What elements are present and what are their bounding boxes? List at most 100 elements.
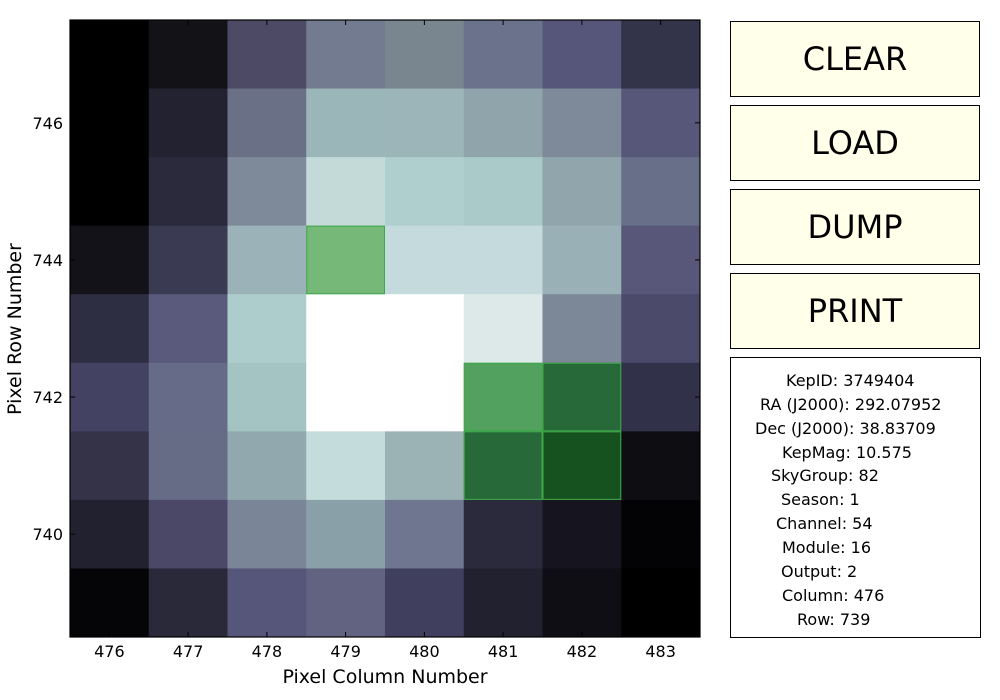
heatmap-pixel-483-746[interactable] [621, 88, 701, 158]
heatmap-pixel-483-741[interactable] [621, 431, 701, 501]
heatmap-pixel-479-742[interactable] [306, 362, 386, 432]
heatmap-pixel-476-744[interactable] [70, 225, 150, 295]
heatmap-pixel-480-739[interactable] [385, 568, 465, 638]
heatmap-pixel-478-747[interactable] [227, 20, 307, 89]
heatmap-pixel-476-740[interactable] [70, 499, 150, 569]
mask-outline-481-742 [463, 362, 543, 432]
heatmap-pixel-476-746[interactable] [70, 88, 150, 158]
heatmap-cells [70, 20, 701, 638]
heatmap-pixel-479-741[interactable] [306, 431, 386, 501]
heatmap-pixel-481-741[interactable] [463, 431, 543, 501]
heatmap-pixel-476-742[interactable] [70, 362, 150, 432]
heatmap-pixel-481-744[interactable] [463, 225, 543, 295]
heatmap-pixel-482-745[interactable] [542, 157, 622, 227]
heatmap-pixel-482-747[interactable] [542, 20, 622, 89]
heatmap-pixel-481-743[interactable] [463, 294, 543, 364]
x-tick-label: 481 [488, 642, 519, 661]
heatmap-pixel-476-741[interactable] [70, 431, 150, 501]
heatmap-pixel-477-744[interactable] [148, 225, 228, 295]
heatmap-pixel-479-739[interactable] [306, 568, 386, 638]
x-tick-label: 480 [409, 642, 440, 661]
dec-text: Dec (J2000): 38.83709 [755, 419, 936, 438]
ra-text: RA (J2000): 292.07952 [760, 395, 942, 414]
y-tick-label: 744 [32, 251, 63, 270]
heatmap-pixel-482-740[interactable] [542, 499, 622, 569]
heatmap-pixel-478-745[interactable] [227, 157, 307, 227]
heatmap-pixel-478-742[interactable] [227, 362, 307, 432]
heatmap-pixel-476-747[interactable] [70, 20, 150, 89]
mask-outline-481-741 [463, 431, 543, 500]
heatmap-pixel-481-745[interactable] [463, 157, 543, 227]
heatmap-pixel-479-743[interactable] [306, 294, 386, 364]
heatmap-pixel-480-744[interactable] [385, 225, 465, 295]
heatmap-pixel-480-740[interactable] [385, 499, 465, 569]
heatmap-pixel-476-739[interactable] [70, 568, 150, 638]
heatmap-pixel-481-742[interactable] [463, 362, 543, 432]
heatmap-pixel-481-739[interactable] [463, 568, 543, 638]
output-text: Output: 2 [781, 562, 858, 581]
target-info-panel: KepID: 3749404 RA (J2000): 292.07952 Dec… [730, 357, 981, 638]
heatmap-pixel-482-746[interactable] [542, 88, 622, 158]
heatmap-pixel-478-744[interactable] [227, 225, 307, 295]
kepid-text: KepID: 3749404 [786, 371, 915, 390]
heatmap-pixel-480-747[interactable] [385, 20, 465, 89]
skygroup-text: SkyGroup: 82 [771, 466, 879, 485]
heatmap-pixel-479-744[interactable] [306, 225, 386, 295]
heatmap-pixel-476-743[interactable] [70, 294, 150, 364]
heatmap-pixel-480-743[interactable] [385, 294, 465, 364]
heatmap-pixel-481-747[interactable] [463, 20, 543, 89]
heatmap-pixel-477-742[interactable] [148, 362, 228, 432]
axis-ticks: 476 477 478 479 480 481 482 483 740 742 744 746 [32, 20, 700, 661]
heatmap-pixel-477-747[interactable] [148, 20, 228, 89]
pixel-heatmap-chart[interactable]: 476 477 478 479 480 481 482 483 740 742 744 746 Pix… [0, 0, 720, 700]
heatmap-pixel-479-740[interactable] [306, 499, 386, 569]
heatmap-pixel-483-739[interactable] [621, 568, 701, 638]
heatmap-pixel-483-745[interactable] [621, 157, 701, 227]
heatmap-pixel-482-739[interactable] [542, 568, 622, 638]
heatmap-pixel-479-745[interactable] [306, 157, 386, 227]
heatmap-pixel-478-739[interactable] [227, 568, 307, 638]
y-tick-label: 742 [32, 388, 63, 407]
heatmap-pixel-483-747[interactable] [621, 20, 701, 89]
x-tick-label: 476 [94, 642, 125, 661]
module-text: Module: 16 [782, 538, 872, 557]
clear-button[interactable]: CLEAR [730, 21, 980, 97]
row-text: Row: 739 [797, 610, 871, 629]
heatmap-pixel-478-746[interactable] [227, 88, 307, 158]
heatmap-pixel-478-743[interactable] [227, 294, 307, 364]
heatmap-pixel-483-743[interactable] [621, 294, 701, 364]
heatmap-pixel-476-745[interactable] [70, 157, 150, 227]
heatmap-pixel-482-744[interactable] [542, 225, 622, 295]
heatmap-pixel-479-747[interactable] [306, 20, 386, 89]
heatmap-pixel-477-741[interactable] [148, 431, 228, 501]
load-button[interactable]: LOAD [730, 105, 980, 181]
heatmap-pixel-477-746[interactable] [148, 88, 228, 158]
heatmap-pixel-482-743[interactable] [542, 294, 622, 364]
y-tick-label: 740 [32, 525, 63, 544]
dump-button[interactable]: DUMP [730, 189, 980, 265]
heatmap-pixel-483-744[interactable] [621, 225, 701, 295]
heatmap-pixel-480-742[interactable] [385, 362, 465, 432]
heatmap-pixel-477-739[interactable] [148, 568, 228, 638]
column-text: Column: 476 [782, 586, 885, 605]
heatmap-pixel-481-746[interactable] [463, 88, 543, 158]
mask-outline-482-741 [542, 431, 622, 500]
heatmap-pixel-480-746[interactable] [385, 88, 465, 158]
heatmap-pixel-483-742[interactable] [621, 362, 701, 432]
heatmap-pixel-477-745[interactable] [148, 157, 228, 227]
heatmap-pixel-482-741[interactable] [542, 431, 622, 501]
heatmap-pixel-478-740[interactable] [227, 499, 307, 569]
heatmap-pixel-479-746[interactable] [306, 88, 386, 158]
mask-outline-479-744 [306, 225, 385, 295]
channel-text: Channel: 54 [776, 514, 873, 533]
heatmap-pixel-483-740[interactable] [621, 499, 701, 569]
heatmap-pixel-481-740[interactable] [463, 499, 543, 569]
heatmap-pixel-477-740[interactable] [148, 499, 228, 569]
plot-frame [69, 19, 701, 638]
heatmap-pixel-477-743[interactable] [148, 294, 228, 364]
print-button[interactable]: PRINT [730, 273, 980, 349]
heatmap-pixel-480-745[interactable] [385, 157, 465, 227]
heatmap-pixel-478-741[interactable] [227, 431, 307, 501]
heatmap-pixel-480-741[interactable] [385, 431, 465, 501]
heatmap-pixel-482-742[interactable] [542, 362, 622, 432]
